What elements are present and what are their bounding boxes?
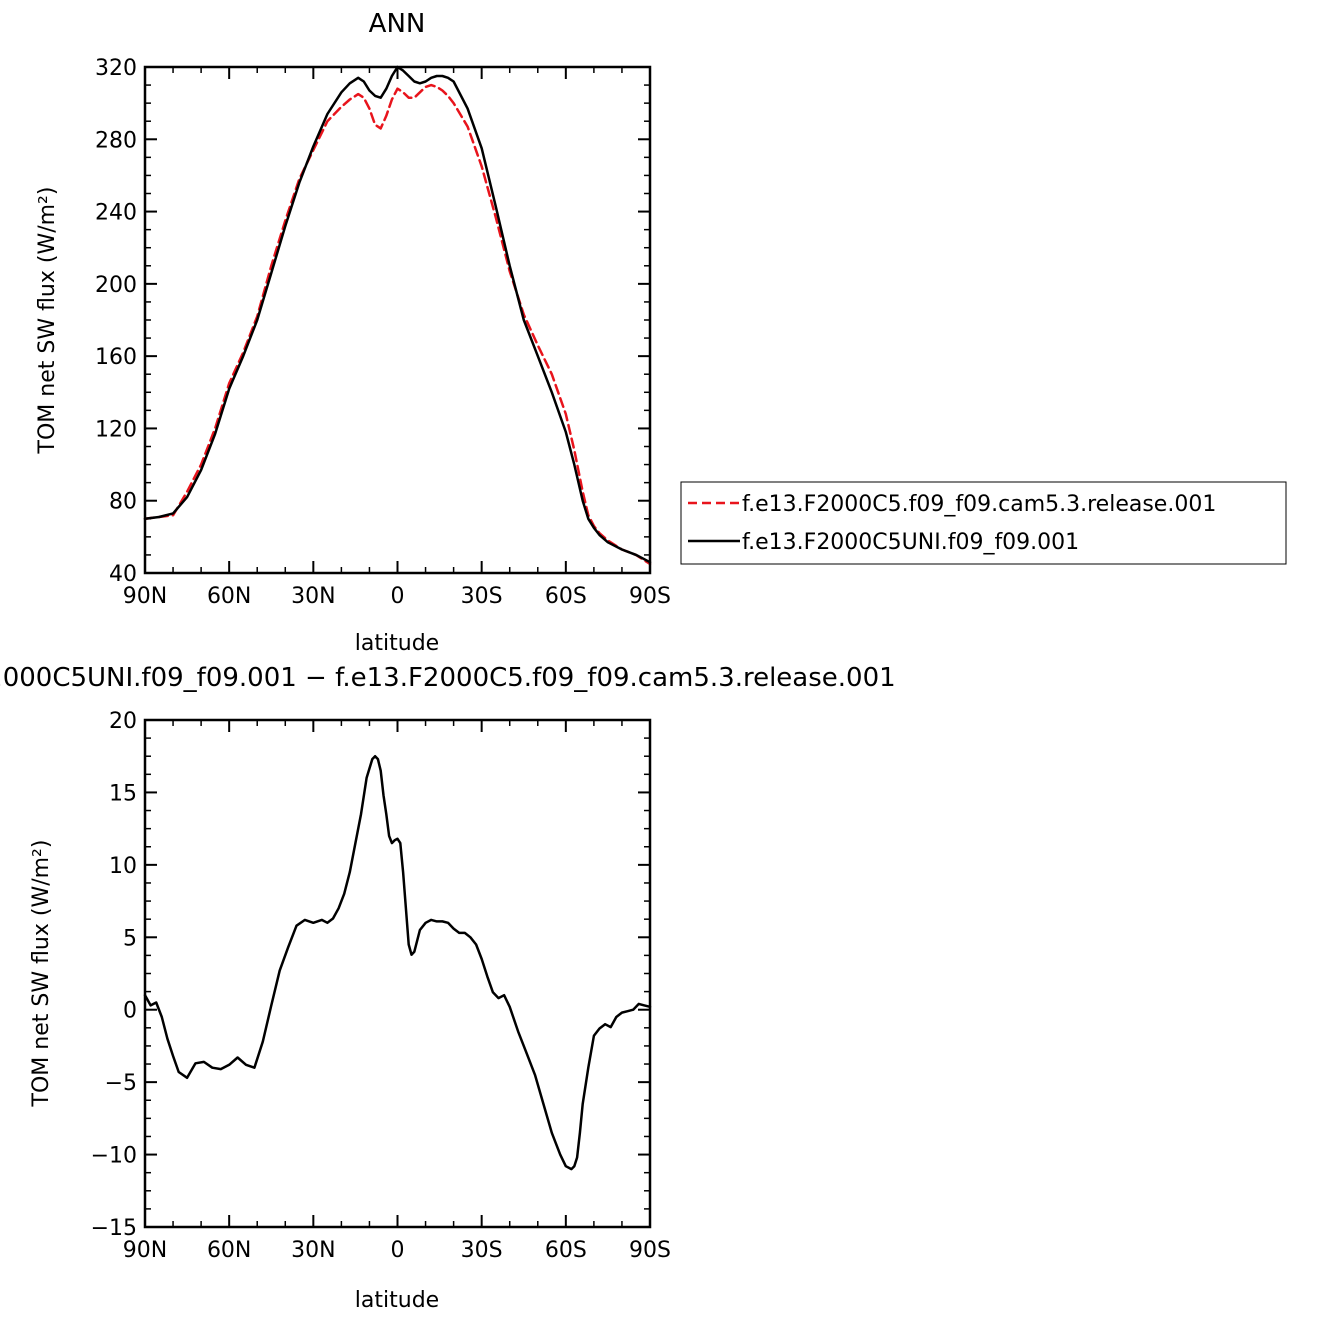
- legend-box: [680, 481, 1287, 565]
- bottom-series-line-0: [143, 754, 652, 1171]
- top-ytick-label: 280: [95, 128, 137, 153]
- bottom-ytick-label: −10: [91, 1144, 137, 1169]
- top-chart-series-group: [143, 65, 652, 566]
- bottom-xtick-label: 90S: [629, 1238, 671, 1263]
- top-y-axis-label: TOM net SW flux (W/m²): [35, 187, 60, 455]
- top-ytick-label: 320: [95, 56, 137, 81]
- top-series-line-1: [143, 65, 652, 564]
- top-series-line-0: [143, 83, 652, 566]
- bottom-ytick-label: 15: [109, 781, 137, 806]
- bottom-xtick-label: 60S: [545, 1238, 587, 1263]
- bottom-ytick-label: −15: [91, 1216, 137, 1241]
- top-ytick-label: 240: [95, 201, 137, 226]
- top-chart-panel: ANN 40 80 120 160 200 240 280 320 90N 60N 30N 0 30S 6…: [35, 9, 671, 656]
- top-x-axis-label: latitude: [355, 631, 439, 656]
- bottom-ytick-label: 5: [123, 926, 137, 951]
- legend-label-experiment: f.e13.F2000C5UNI.f09_f09.001: [742, 530, 1079, 555]
- top-ytick-label: 80: [109, 490, 137, 515]
- bottom-chart-panel: f.e13.F2000C5UNI.f09_f09.001 − f.e13.F20…: [0, 663, 896, 1313]
- bottom-x-axis-label: latitude: [355, 1288, 439, 1313]
- bottom-xtick-label: 30S: [461, 1238, 503, 1263]
- bottom-ytick-label: 0: [123, 999, 137, 1024]
- bottom-xtick-label: 60N: [207, 1238, 251, 1263]
- top-plot-frame: [143, 65, 652, 575]
- top-xtick-label: 90S: [629, 584, 671, 609]
- bottom-plot-frame: [143, 718, 652, 1229]
- bottom-xtick-label: 30N: [291, 1238, 335, 1263]
- legend: f.e13.F2000C5.f09_f09.cam5.3.release.001…: [680, 481, 1287, 565]
- bottom-chart-ticks: −15 −10 −5 0 5 10 15 20 90N 60N 30N 0 30S 60S 90S: [91, 709, 671, 1263]
- legend-label-control: f.e13.F2000C5.f09_f09.cam5.3.release.001: [742, 492, 1216, 517]
- bottom-xtick-label: 90N: [123, 1238, 167, 1263]
- bottom-ytick-label: 20: [109, 709, 137, 734]
- top-xtick-label: 30S: [461, 584, 503, 609]
- top-ytick-label: 200: [95, 273, 137, 298]
- top-xtick-label: 90N: [123, 584, 167, 609]
- bottom-chart-title: f.e13.F2000C5UNI.f09_f09.001 − f.e13.F20…: [0, 663, 896, 693]
- top-chart-title: ANN: [369, 9, 426, 39]
- top-xtick-label: 60N: [207, 584, 251, 609]
- top-ytick-label: 120: [95, 417, 137, 442]
- bottom-y-axis-label: TOM net SW flux (W/m²): [29, 840, 54, 1108]
- top-chart-ticks: 40 80 120 160 200 240 280 320 90N 60N 30N 0 30S 60S 90…: [95, 56, 671, 609]
- bottom-ytick-label: 10: [109, 854, 137, 879]
- top-xtick-label: 30N: [291, 584, 335, 609]
- top-ytick-label: 40: [109, 562, 137, 587]
- top-ytick-label: 160: [95, 345, 137, 370]
- top-xtick-label: 60S: [545, 584, 587, 609]
- top-xtick-label: 0: [391, 584, 405, 609]
- bottom-ytick-label: −5: [105, 1071, 137, 1096]
- bottom-xtick-label: 0: [391, 1238, 405, 1263]
- bottom-chart-series-group: [143, 754, 652, 1171]
